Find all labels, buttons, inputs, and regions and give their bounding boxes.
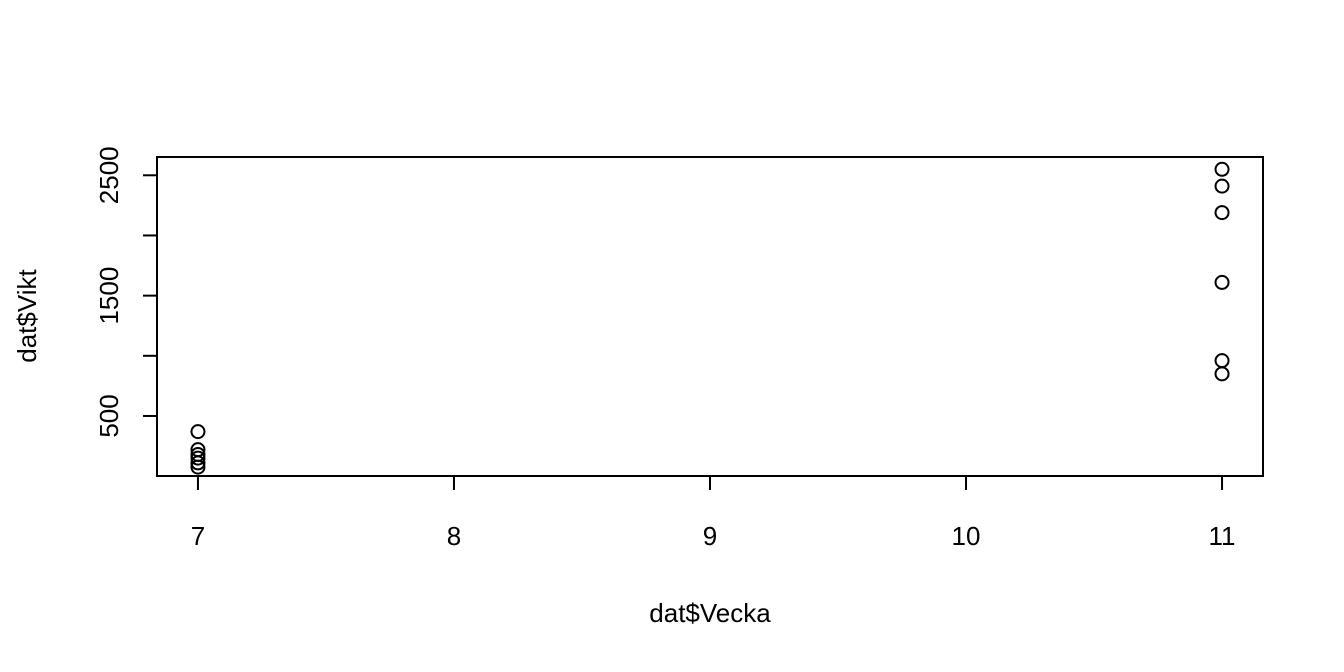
data-points [190,161,1230,475]
data-point [1214,366,1230,382]
y-axis: 500 1500 2500 [94,146,158,438]
x-axis-label: dat$Vecka [649,598,771,628]
x-axis: 7 8 9 10 11 [191,475,1236,551]
data-point [1214,353,1230,369]
data-point [190,424,206,440]
y-tick-label: 2500 [94,146,124,204]
y-tick-label: 500 [94,394,124,437]
x-tick-label: 10 [952,521,981,551]
data-point [1214,161,1230,177]
data-point [1214,274,1230,290]
x-tick-label: 11 [1209,521,1236,551]
data-point [1214,205,1230,221]
x-tick-label: 9 [703,521,717,551]
data-point [190,442,206,458]
y-axis-label: dat$Vikt [12,268,42,362]
y-tick-label: 1500 [94,267,124,325]
plot-frame [156,156,1264,477]
data-point [190,446,206,462]
data-point [1214,178,1230,194]
x-tick-label: 8 [447,521,461,551]
x-tick-label: 7 [191,521,205,551]
